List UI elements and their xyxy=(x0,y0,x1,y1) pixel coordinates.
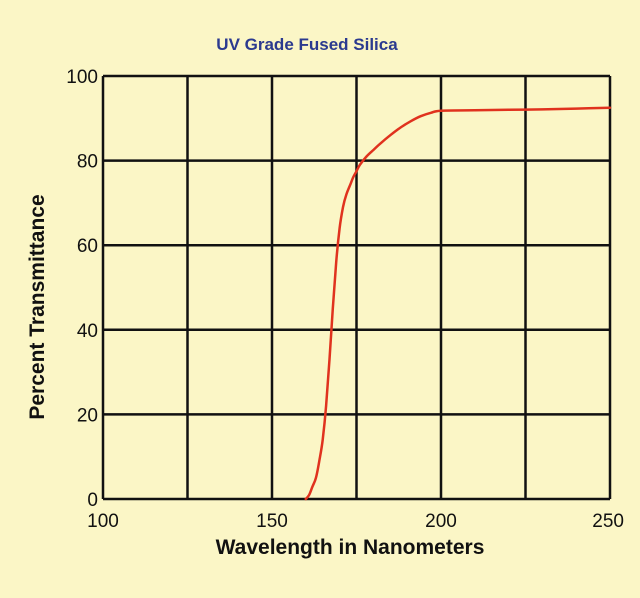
grid xyxy=(101,74,612,501)
chart-title: UV Grade Fused Silica xyxy=(216,35,398,54)
x-tick-label: 250 xyxy=(592,511,624,532)
transmittance-curve xyxy=(304,106,612,501)
x-tick-label: 200 xyxy=(425,511,457,532)
x-tick-label: 150 xyxy=(256,511,288,532)
x-tick-label: 100 xyxy=(87,511,119,532)
series-layer xyxy=(304,106,612,501)
y-tick-label: 20 xyxy=(77,405,98,426)
y-tick-label: 0 xyxy=(87,490,98,511)
y-tick-label: 60 xyxy=(77,236,98,257)
tick-labels: 0 20 40 60 80 100 100 150 200 250 xyxy=(66,67,624,532)
x-axis-title: Wavelength in Nanometers xyxy=(216,536,485,559)
y-tick-label: 80 xyxy=(77,152,98,173)
y-tick-label: 40 xyxy=(77,321,98,342)
y-axis-title: Percent Transmittance xyxy=(26,194,49,419)
y-tick-label: 100 xyxy=(66,67,98,88)
